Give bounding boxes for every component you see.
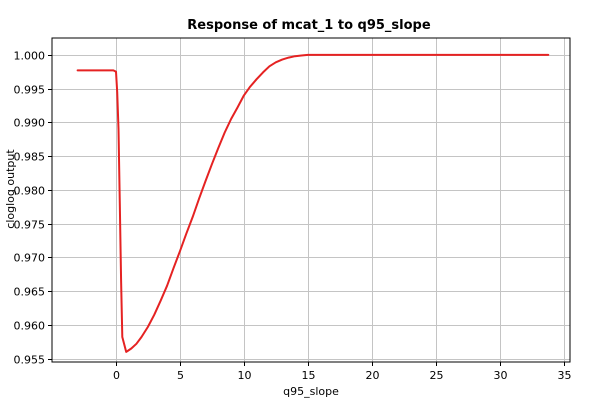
x-axis-label: q95_slope: [283, 385, 339, 398]
response-curve-point: [499, 54, 500, 55]
response-curve-point: [115, 71, 116, 72]
response-curve-point: [301, 55, 302, 56]
y-tick-label: 0.995: [14, 84, 46, 97]
response-curve-point: [154, 314, 155, 315]
response-curve-point: [307, 54, 308, 55]
response-curve-point: [250, 86, 251, 87]
response-curve-point: [320, 54, 321, 55]
x-tick-label: 5: [177, 369, 184, 382]
response-curve-point: [269, 66, 270, 67]
response-curve-point: [224, 132, 225, 133]
x-tick-label: 30: [494, 369, 508, 382]
response-curve-point: [294, 56, 295, 57]
y-tick-label: 0.985: [14, 151, 46, 164]
response-curve-point: [435, 54, 436, 55]
y-tick-label: 0.980: [14, 185, 46, 198]
y-tick-label: 1.000: [14, 50, 46, 63]
plot-area-frame: [51, 37, 571, 363]
y-axis-label: cloglog output: [4, 149, 17, 229]
y-tick-label: 0.970: [14, 252, 46, 265]
response-curve-point: [77, 70, 78, 71]
y-tick-label: 0.955: [14, 354, 46, 367]
response-curve-point: [218, 147, 219, 148]
x-tick-label: 15: [302, 369, 316, 382]
response-curve-point: [199, 198, 200, 199]
x-tick-label: 10: [238, 369, 252, 382]
x-tick-label: 0: [113, 369, 120, 382]
response-curve-point: [113, 70, 114, 71]
response-curve-point: [122, 336, 123, 337]
response-curve-point: [141, 336, 142, 337]
y-tick-label: 0.975: [14, 219, 46, 232]
response-curve-point: [179, 251, 180, 252]
response-curve-point: [211, 164, 212, 165]
x-tick-label: 25: [430, 369, 444, 382]
response-curve-point: [117, 91, 118, 92]
response-curve-point: [275, 62, 276, 63]
response-curve-point: [205, 181, 206, 182]
response-curve-point: [314, 54, 315, 55]
y-tick-label: 0.990: [14, 117, 46, 130]
response-curve-point: [147, 326, 148, 327]
response-curve-point: [282, 59, 283, 60]
x-tick-label: 20: [366, 369, 380, 382]
grid-lines: [52, 38, 570, 362]
y-axis-ticks: 0.955 0.960 0.965 0.970 0.975 0.980 0.985 0.990…: [14, 50, 52, 367]
response-curve-point: [131, 348, 132, 349]
response-curve-point: [256, 79, 257, 80]
response-curve-point: [231, 118, 232, 119]
response-curve-point: [243, 95, 244, 96]
response-curve-point: [192, 216, 193, 217]
response-curve-point: [167, 285, 168, 286]
response-curve-point: [173, 268, 174, 269]
response-curve-point: [548, 54, 549, 55]
response-curve-point: [262, 72, 263, 73]
response-curve-point: [118, 129, 119, 130]
x-axis-ticks: 0 5 10 15 20 25 30 35: [113, 362, 572, 382]
response-curve-point: [121, 280, 122, 281]
series-layer: [76, 53, 550, 353]
y-tick-label: 0.960: [14, 320, 46, 333]
response-curve-point: [186, 233, 187, 234]
response-curve-point: [346, 54, 347, 55]
response-curve-point: [333, 54, 334, 55]
response-curve-point: [136, 343, 137, 344]
response-curve-point: [237, 107, 238, 108]
response-curve-point: [288, 57, 289, 58]
response-curve-point: [119, 203, 120, 204]
response-curve-point: [126, 351, 127, 352]
response-curve-point: [371, 54, 372, 55]
response-curve-line: [76, 53, 550, 353]
x-tick-label: 35: [558, 369, 572, 382]
y-tick-label: 0.965: [14, 286, 46, 299]
response-curve-point: [160, 300, 161, 301]
chart-title: Response of mcat_1 to q95_slope: [187, 18, 431, 33]
